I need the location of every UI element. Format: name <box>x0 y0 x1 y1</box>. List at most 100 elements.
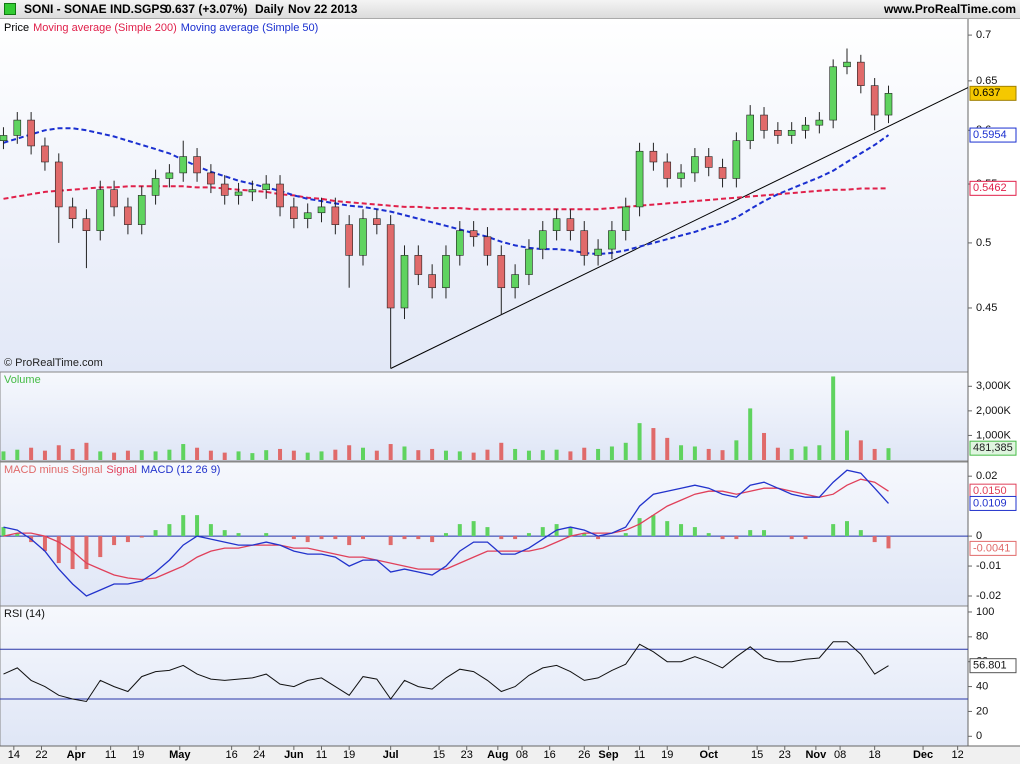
histogram-bar <box>845 521 849 537</box>
trendline <box>390 87 969 369</box>
histogram-bar <box>637 518 642 537</box>
value-tag-box <box>969 180 1017 196</box>
histogram-bar <box>347 536 352 546</box>
candle-body <box>248 189 257 193</box>
y-tick-label: 0.7 <box>976 29 991 41</box>
macd-panel <box>0 461 969 607</box>
candle-body <box>151 178 160 196</box>
volume-bar <box>651 428 656 460</box>
volume-panel <box>0 371 969 462</box>
x-axis-band <box>0 746 1020 764</box>
value-tag: 0.5462 <box>973 182 1007 194</box>
y-tick-label: 40 <box>976 680 988 692</box>
histogram-bar <box>789 536 794 540</box>
volume-bar <box>98 451 103 460</box>
volume-bar <box>665 437 670 460</box>
volume-bar <box>291 450 296 460</box>
moving-average <box>3 185 889 211</box>
volume-bar <box>734 440 739 460</box>
volume-bar <box>250 453 255 460</box>
volume-bar <box>554 449 559 460</box>
candle-body <box>732 140 741 179</box>
histogram-bar <box>706 533 711 537</box>
y-tick-label: 1,000K <box>976 429 1012 441</box>
histogram-bar <box>236 533 241 537</box>
histogram-bar <box>679 524 684 537</box>
candle-body <box>27 119 35 147</box>
panel-title: RSI (14) <box>4 608 45 620</box>
moving-average <box>3 127 890 256</box>
histogram-bar <box>361 536 365 540</box>
x-tick-label: Jun <box>284 749 304 761</box>
volume-bar <box>692 446 697 460</box>
histogram-bar <box>139 536 144 538</box>
histogram-bar <box>430 536 435 543</box>
histogram-bar <box>167 524 172 537</box>
x-tick-label: 18 <box>869 749 881 761</box>
candle-body <box>691 156 699 174</box>
candle-body <box>137 195 146 225</box>
volume-bar <box>872 448 877 460</box>
histogram-bar <box>858 530 863 537</box>
x-tick-label: 19 <box>661 749 673 761</box>
candle-body <box>497 255 506 289</box>
legend-entry: Moving average (Simple 200) <box>33 22 177 34</box>
volume-bar <box>679 445 684 460</box>
candle-body <box>621 206 630 231</box>
candle-body <box>345 224 353 256</box>
histogram-bar <box>872 536 877 543</box>
value-tag-box <box>969 440 1017 456</box>
candle-body <box>179 156 188 174</box>
volume-bar <box>195 447 200 460</box>
candle-body <box>884 93 893 116</box>
value-tag: 56.801 <box>973 660 1007 672</box>
histogram-bar <box>319 536 324 540</box>
site: www.ProRealTime.com <box>883 2 1016 16</box>
legend-entry: Moving average (Simple 50) <box>181 22 319 34</box>
histogram-bar <box>596 536 601 540</box>
header-bar: SONI - SONAE IND.SGPS 0.637 (+3.07%) Dai… <box>0 0 1020 19</box>
value-tag: 0.637 <box>973 87 1001 99</box>
candle-body <box>663 161 672 179</box>
legend: MACD minus Signal Signal MACD (12 26 9) <box>4 464 220 476</box>
volume-bar <box>112 452 117 460</box>
volume-bar <box>236 451 241 460</box>
volume-bar <box>789 448 794 460</box>
candle-body <box>801 124 810 131</box>
volume-bar <box>15 449 20 460</box>
histogram-bar <box>443 533 448 537</box>
x-tick-label: 11 <box>316 749 327 761</box>
legend-entry: Price <box>4 22 29 34</box>
volume-bar <box>264 450 269 460</box>
histogram-bar <box>582 533 587 537</box>
volume-bar <box>278 448 283 460</box>
volume-bar <box>762 432 767 460</box>
candle-body <box>704 156 713 168</box>
legend: Price Moving average (Simple 200) Moving a… <box>4 22 318 34</box>
histogram-bar <box>112 536 117 546</box>
volume-bar <box>513 448 518 460</box>
value-tag-box <box>969 658 1017 674</box>
candle-body <box>124 206 132 225</box>
value-tag-box <box>969 540 1017 556</box>
volume-bar <box>333 449 338 460</box>
value-tag-box <box>969 85 1017 101</box>
volume-bar <box>139 450 144 460</box>
y-tick-label: 0.02 <box>976 470 997 482</box>
value-tag-box <box>969 127 1017 143</box>
histogram-bar <box>734 536 739 540</box>
volume-bar <box>540 450 545 460</box>
value-tag-box <box>969 495 1017 511</box>
candle-body <box>414 255 423 275</box>
histogram-bar <box>831 524 836 537</box>
volume-bar <box>485 449 490 460</box>
histogram-bar <box>195 515 200 537</box>
x-tick-label: Aug <box>487 749 508 761</box>
candle-body <box>220 183 229 196</box>
candle-body <box>41 145 49 163</box>
histogram-bar <box>886 536 891 549</box>
volume-bar <box>457 451 462 460</box>
histogram-bar <box>692 527 697 537</box>
candle-body <box>525 248 533 275</box>
